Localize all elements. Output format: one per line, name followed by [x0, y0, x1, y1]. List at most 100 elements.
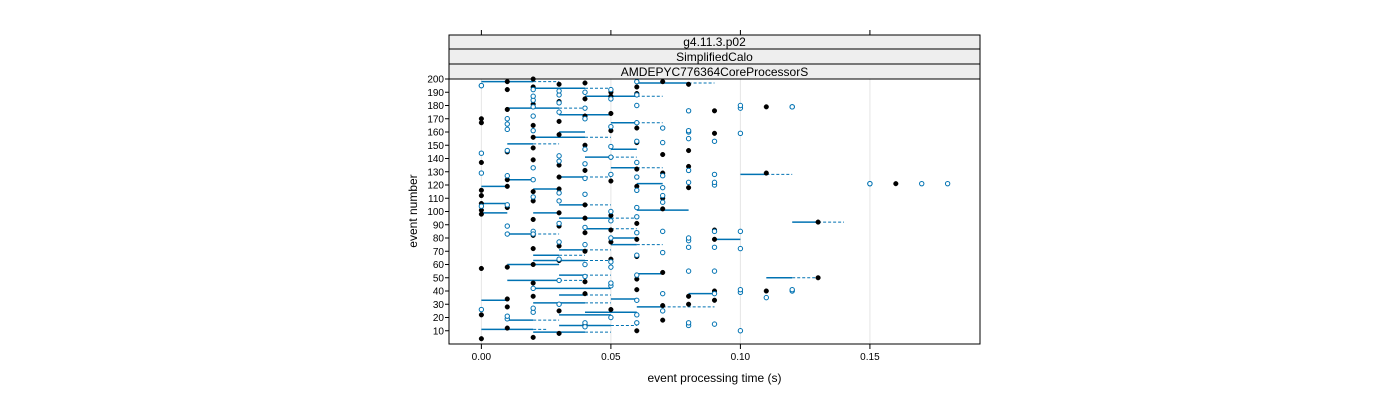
open-point-60 — [530, 194, 536, 200]
open-point-126 — [608, 96, 614, 102]
filled-point-94 — [711, 108, 718, 114]
open-point-125 — [582, 89, 588, 95]
open-point-127 — [634, 92, 640, 98]
filled-point-1 — [504, 325, 510, 331]
open-point-98 — [685, 135, 692, 142]
filled-point-46 — [582, 215, 588, 221]
open-point-81 — [608, 171, 614, 178]
filled-point-6 — [660, 317, 666, 323]
open-point-92 — [504, 147, 510, 154]
open-point-41 — [556, 239, 562, 245]
open-point-66 — [556, 190, 562, 196]
y-tick-label: 110 — [428, 194, 444, 205]
filled-point-36 — [634, 236, 640, 242]
open-point-77 — [478, 170, 485, 176]
open-point-119 — [737, 102, 744, 109]
open-point-74 — [867, 180, 873, 187]
open-point-4 — [530, 305, 536, 311]
x-tick-label: 0.10 — [731, 352, 751, 363]
open-point-54 — [556, 220, 562, 227]
filled-point-33 — [530, 246, 536, 252]
filled-point-87 — [634, 125, 640, 131]
filled-point-52 — [660, 206, 666, 212]
filled-point-73 — [478, 159, 484, 166]
filled-point-20 — [763, 288, 769, 294]
filled-point-51 — [556, 210, 562, 216]
filled-point-77 — [660, 151, 666, 158]
y-tick-label: 100 — [427, 207, 444, 218]
open-point-15 — [737, 328, 744, 334]
filled-point-91 — [556, 118, 562, 124]
filled-point-57 — [478, 193, 484, 199]
filled-point-83 — [711, 130, 718, 136]
y-tick-label: 80 — [433, 234, 445, 245]
open-point-50 — [504, 231, 510, 237]
x-tick-label: 0.15 — [860, 352, 880, 363]
open-point-53 — [530, 231, 536, 237]
filled-point-99 — [582, 96, 588, 102]
y-tick-label: 120 — [427, 181, 444, 192]
y-tick-label: 130 — [427, 167, 444, 178]
open-point-9 — [634, 312, 640, 318]
open-point-105 — [530, 113, 536, 119]
open-point-88 — [582, 161, 588, 167]
strip-2-label: SimplifiedCalo — [676, 50, 753, 64]
filled-point-106 — [660, 79, 666, 85]
grid-lines — [480, 79, 871, 344]
y-tick-label: 200 — [427, 75, 444, 86]
open-point-40 — [737, 245, 744, 252]
filled-point-2 — [530, 334, 536, 340]
open-point-38 — [685, 244, 692, 250]
open-point-62 — [608, 208, 614, 215]
filled-point-37 — [711, 236, 718, 242]
open-point-65 — [659, 192, 666, 199]
filled-point-95 — [763, 104, 769, 110]
x-axis-title: event processing time (s) — [647, 371, 781, 385]
open-point-109 — [634, 120, 640, 126]
open-point-132 — [608, 86, 614, 93]
open-point-108 — [608, 124, 614, 130]
filled-point-110 — [634, 84, 640, 90]
open-point-93 — [556, 153, 562, 159]
open-point-21 — [763, 294, 770, 301]
y-tick-label: 160 — [427, 128, 444, 139]
open-point-101 — [737, 130, 744, 137]
filled-point-90 — [530, 122, 536, 128]
open-point-5 — [556, 301, 562, 307]
open-point-117 — [685, 108, 692, 114]
open-point-97 — [659, 139, 666, 146]
filled-point-26 — [478, 265, 484, 272]
open-point-28 — [608, 280, 614, 286]
filled-point-22 — [582, 279, 588, 285]
open-point-42 — [582, 241, 588, 248]
open-point-29 — [634, 272, 640, 278]
open-point-110 — [659, 125, 666, 131]
filled-point-74 — [530, 157, 536, 163]
filled-point-78 — [686, 148, 692, 154]
filled-point-64 — [893, 181, 899, 187]
open-point-20 — [737, 286, 744, 293]
y-tick-label: 30 — [433, 300, 445, 311]
open-point-67 — [582, 191, 588, 197]
filled-point-5 — [634, 328, 640, 334]
filled-point-55 — [582, 202, 588, 208]
open-point-70 — [685, 179, 692, 186]
open-point-33 — [582, 261, 588, 268]
data-points — [478, 76, 951, 342]
y-tick-label: 90 — [433, 220, 445, 231]
open-point-10 — [634, 320, 640, 326]
filled-point-67 — [608, 178, 614, 184]
open-point-49 — [737, 228, 744, 235]
y-tick-label: 40 — [433, 287, 445, 298]
open-point-24 — [530, 285, 536, 292]
y-tick-label: 10 — [433, 326, 445, 337]
open-point-113 — [530, 104, 536, 110]
open-point-95 — [608, 143, 614, 150]
y-tick-label: 60 — [433, 260, 445, 271]
open-point-39 — [711, 244, 718, 250]
y-tick-label: 50 — [433, 273, 445, 284]
open-point-103 — [504, 121, 510, 127]
filled-point-40 — [608, 227, 614, 233]
filled-point-104 — [556, 81, 562, 87]
filled-point-66 — [556, 174, 562, 180]
